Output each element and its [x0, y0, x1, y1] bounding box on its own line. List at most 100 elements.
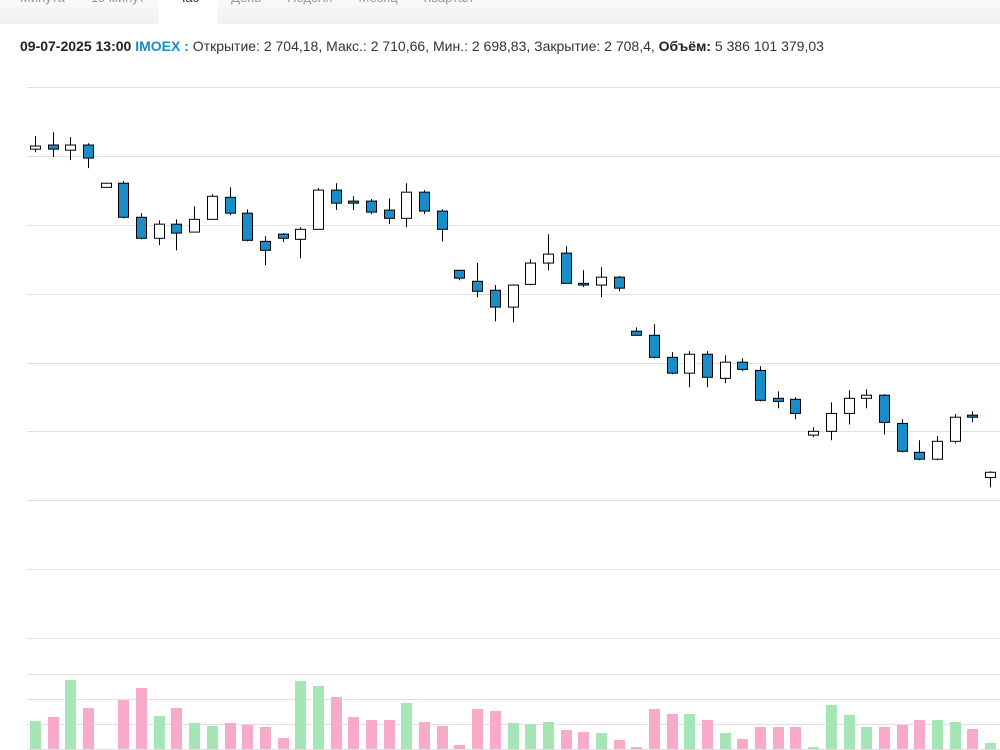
volume-bar	[684, 714, 695, 749]
candle-body	[472, 280, 483, 292]
volume-bar	[702, 720, 713, 749]
candle-body	[932, 440, 943, 460]
volume-bar	[118, 700, 129, 749]
tab[interactable]: Месяц	[346, 0, 409, 24]
candle-body	[790, 398, 801, 414]
candle-body	[773, 397, 784, 402]
volume-bar	[985, 743, 996, 749]
volume-bar	[950, 722, 961, 749]
field-value: 2 704,18,	[263, 38, 323, 54]
candle-body	[348, 200, 359, 204]
volume-bar	[879, 727, 890, 749]
volume-bar	[561, 730, 572, 749]
volume-bar	[808, 747, 819, 749]
volume-bar	[419, 722, 430, 749]
candle-body	[154, 223, 165, 239]
field-label: Мин.:	[432, 38, 468, 54]
candle-body	[437, 210, 448, 230]
candle-body	[313, 189, 324, 230]
candle-body	[331, 189, 342, 204]
candle-body	[171, 223, 182, 234]
candle-body	[454, 269, 465, 279]
volume-bar	[667, 714, 678, 749]
candle-body	[755, 369, 766, 401]
volume-bar	[401, 703, 412, 749]
candle-body	[720, 361, 731, 379]
volume-bar	[189, 723, 200, 749]
volume-bar	[755, 727, 766, 749]
info-fields: Открытие: 2 704,18, Макс.: 2 710,66, Мин…	[193, 38, 659, 54]
candle-body	[826, 412, 837, 432]
candle-body	[561, 252, 572, 284]
volume-bar	[331, 697, 342, 749]
candle-body	[808, 430, 819, 436]
candle-body	[525, 262, 536, 285]
volume-bar	[313, 686, 324, 749]
candle-body	[543, 253, 554, 264]
tab[interactable]: Квартал	[412, 0, 485, 24]
candle-body	[242, 212, 253, 241]
field-label: Закрытие:	[534, 38, 601, 54]
volume-bar	[437, 726, 448, 749]
candle-body	[225, 196, 236, 214]
candle-body	[897, 422, 908, 452]
volume-bar	[614, 740, 625, 749]
volume-bar	[508, 723, 519, 749]
candle-body	[667, 356, 678, 374]
candle-body	[48, 144, 59, 150]
candle-body	[684, 353, 695, 374]
tab[interactable]: Неделя	[275, 0, 344, 24]
field-label: Открытие:	[192, 38, 260, 54]
candle-body	[950, 416, 961, 442]
candle-body	[844, 397, 855, 414]
candle-body	[136, 216, 147, 239]
candle-body	[631, 330, 642, 336]
candle-body	[118, 182, 129, 218]
volume-bar	[295, 681, 306, 749]
volume-bar	[30, 721, 41, 749]
candle-body	[596, 276, 607, 286]
volume-bar	[596, 733, 607, 749]
candle-body	[649, 334, 660, 358]
tab[interactable]: Час	[158, 0, 218, 24]
candle-body	[278, 233, 289, 239]
candle-body	[508, 284, 519, 308]
volume-bar	[278, 738, 289, 749]
field-value: 2 710,66,	[370, 38, 430, 54]
field-label: Макс.:	[326, 38, 367, 54]
volume-bar	[720, 733, 731, 749]
candle-body	[207, 195, 218, 220]
volume-bar	[154, 716, 165, 749]
candle-body	[861, 394, 872, 399]
volume-bar	[578, 732, 589, 749]
candle-body	[30, 145, 41, 150]
volume-bar	[207, 726, 218, 749]
candle-body	[702, 353, 713, 378]
volume-bar	[260, 727, 271, 749]
volume-bar	[242, 725, 253, 749]
candle-body	[967, 414, 978, 418]
info-line: 09-07-2025 13:00 IMOEX : Открытие: 2 704…	[20, 38, 824, 54]
volume-bar	[826, 705, 837, 749]
info-volume: 5 386 101 379,03	[714, 38, 824, 54]
volume-bar	[83, 708, 94, 749]
volume-bar	[525, 724, 536, 749]
volume-bar	[914, 720, 925, 749]
field-value: 2 698,83,	[471, 38, 531, 54]
candle-body	[737, 361, 748, 370]
info-ticker: IMOEX :	[135, 38, 189, 54]
volume-bar	[897, 725, 908, 749]
info-volume-label: Объём:	[658, 38, 712, 54]
volume-bar	[773, 727, 784, 749]
volume-bar	[861, 727, 872, 749]
volume-bar	[631, 747, 642, 749]
field-value: 2 708,4,	[604, 38, 655, 54]
candle-body	[985, 471, 996, 478]
candle-body	[65, 144, 76, 151]
tab[interactable]: 10 минут	[79, 0, 157, 24]
tab[interactable]: Минута	[8, 0, 77, 24]
volume-bar	[65, 680, 76, 749]
tab[interactable]: День	[219, 0, 273, 24]
